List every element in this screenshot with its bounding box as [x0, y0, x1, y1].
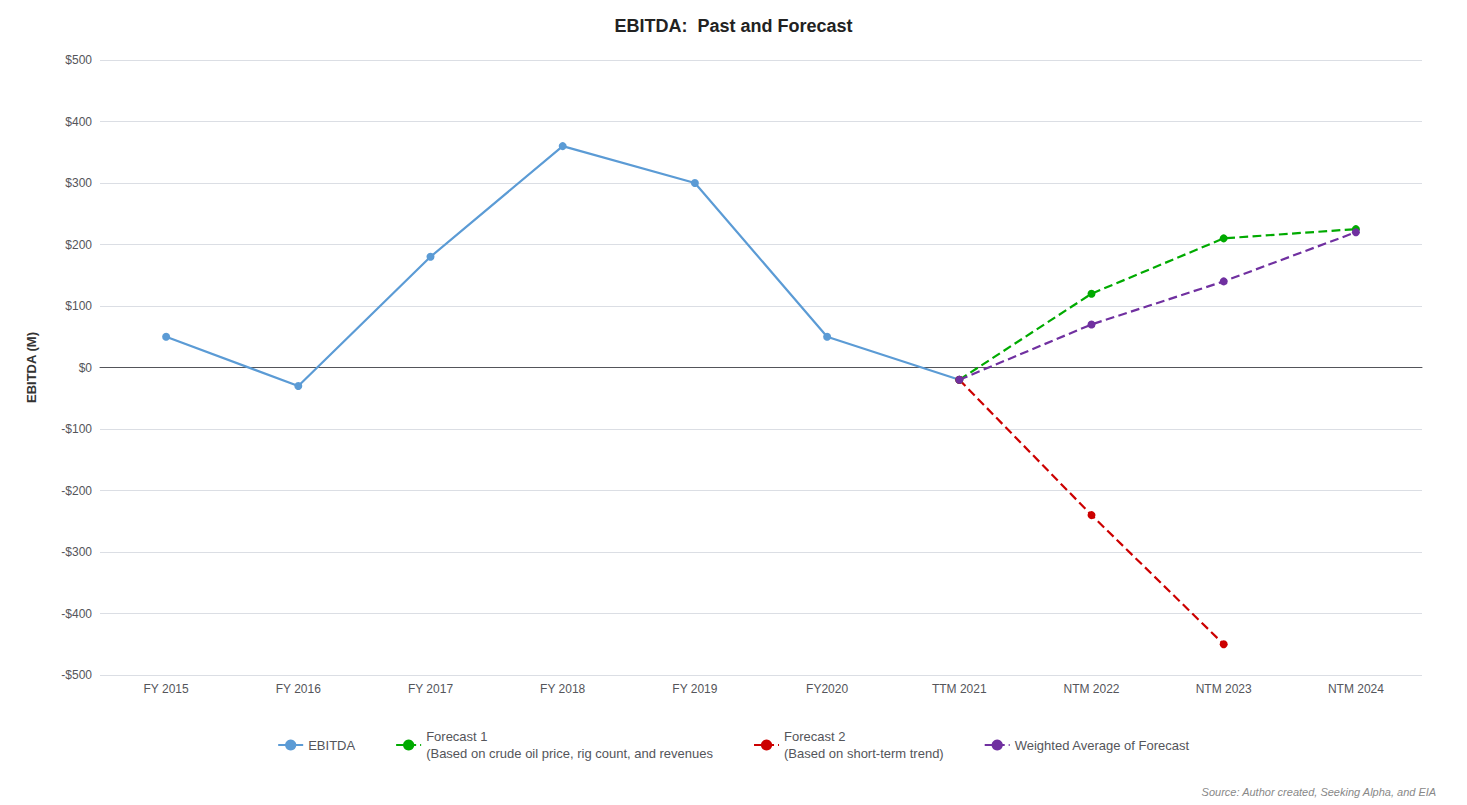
svg-text:(Based on crude oil price, rig: (Based on crude oil price, rig count, an… [426, 746, 713, 761]
svg-text:TTM 2021: TTM 2021 [932, 682, 987, 696]
svg-text:Forecast 1: Forecast 1 [426, 729, 487, 744]
svg-text:$500: $500 [65, 53, 92, 67]
svg-text:-$400: -$400 [61, 607, 92, 621]
svg-text:$300: $300 [65, 176, 92, 190]
svg-text:$100: $100 [65, 299, 92, 313]
svg-text:FY 2016: FY 2016 [276, 682, 321, 696]
svg-text:EBITDA: Past and Forecast: EBITDA: Past and Forecast [614, 16, 852, 36]
svg-text:Source: Author created, Seekin: Source: Author created, Seeking Alpha, a… [1202, 786, 1437, 798]
svg-text:(Based on short-term trend): (Based on short-term trend) [784, 746, 944, 761]
svg-text:EBITDA (M): EBITDA (M) [24, 332, 39, 403]
svg-text:EBITDA: EBITDA [308, 738, 355, 753]
svg-text:FY 2017: FY 2017 [408, 682, 453, 696]
svg-text:FY 2018: FY 2018 [540, 682, 585, 696]
svg-text:$400: $400 [65, 115, 92, 129]
svg-text:Forecast 2: Forecast 2 [784, 729, 845, 744]
svg-text:$0: $0 [79, 361, 93, 375]
svg-text:NTM 2024: NTM 2024 [1328, 682, 1384, 696]
svg-text:-$200: -$200 [61, 484, 92, 498]
svg-text:-$100: -$100 [61, 422, 92, 436]
svg-text:-$500: -$500 [61, 668, 92, 682]
svg-text:-$300: -$300 [61, 545, 92, 559]
svg-text:$200: $200 [65, 238, 92, 252]
svg-text:NTM 2023: NTM 2023 [1196, 682, 1252, 696]
svg-text:FY 2015: FY 2015 [144, 682, 189, 696]
svg-text:FY 2019: FY 2019 [672, 682, 717, 696]
svg-text:FY2020: FY2020 [806, 682, 848, 696]
svg-text:Weighted Average of Forecast: Weighted Average of Forecast [1015, 738, 1190, 753]
svg-text:NTM 2022: NTM 2022 [1063, 682, 1119, 696]
